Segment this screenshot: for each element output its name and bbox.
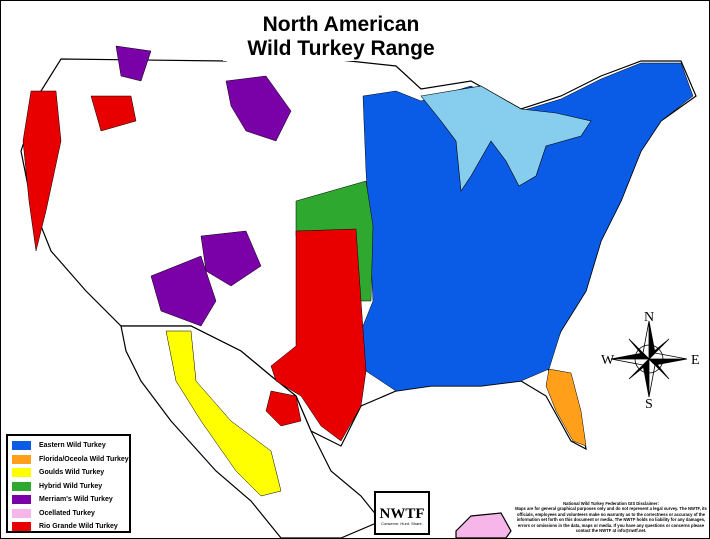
map-title: North American Wild Turkey Range — [223, 13, 459, 61]
region-eastern — [360, 62, 694, 392]
region-merriams-co — [200, 230, 262, 287]
legend-label: Ocellated Turkey — [39, 509, 95, 517]
legend-item-rio-grande: Rio Grande Wild Turkey — [12, 520, 125, 533]
legend-swatch — [12, 468, 31, 477]
legend-item-goulds: Goulds Wild Turkey — [12, 466, 125, 479]
legend: Eastern Wild Turkey Florida/Oceola Wild … — [6, 434, 131, 533]
gis-disclaimer: National Wild Turkey Federation GIS Disc… — [513, 501, 709, 533]
region-merriams-north — [225, 75, 292, 142]
title-line-2: Wild Turkey Range — [247, 37, 435, 60]
nwtf-logo: NWTF Conserve. Hunt. Share. — [374, 491, 430, 535]
compass-n: N — [644, 310, 654, 325]
region-merriams-nw — [115, 45, 152, 82]
title-line-1: North American — [262, 13, 420, 36]
legend-label: Merriam's Wild Turkey — [39, 496, 113, 503]
legend-swatch — [12, 441, 31, 450]
legend-item-florida: Florida/Oceola Wild Turkey — [12, 453, 129, 466]
legend-label: Eastern Wild Turkey — [39, 442, 106, 449]
compass-e: E — [691, 353, 700, 368]
region-goulds — [165, 330, 282, 497]
legend-label: Rio Grande Wild Turkey — [39, 523, 118, 530]
legend-item-merriams: Merriam's Wild Turkey — [12, 493, 125, 506]
legend-label: Florida/Oceola Wild Turkey — [39, 455, 129, 463]
legend-item-eastern: Eastern Wild Turkey — [12, 439, 125, 452]
disclaimer-body: Maps are for general graphical purposes … — [515, 506, 707, 534]
legend-label: Goulds Wild Turkey — [39, 469, 105, 476]
legend-swatch — [12, 481, 31, 491]
legend-item-hybrid: Hybrid Wild Turkey — [12, 480, 125, 493]
legend-swatch — [12, 522, 31, 531]
region-rio-grande-mexico — [265, 390, 302, 427]
legend-swatch — [12, 508, 31, 518]
region-ocellated — [455, 512, 512, 538]
region-merriams-sw — [150, 255, 217, 327]
legend-label: Hybrid Wild Turkey — [39, 482, 103, 490]
region-florida — [545, 368, 587, 447]
compass-rose-icon: N S E W — [601, 310, 700, 409]
logo-text: NWTF — [379, 506, 425, 522]
region-rio-grande — [270, 228, 367, 442]
compass-w: W — [601, 353, 615, 368]
legend-swatch — [12, 454, 31, 464]
legend-item-ocellated: Ocellated Turkey — [12, 507, 125, 520]
region-rio-grande-west — [22, 90, 62, 252]
region-rio-grande-nw — [90, 95, 137, 132]
compass-s: S — [645, 397, 653, 409]
logo-tagline: Conserve. Hunt. Share. — [381, 521, 423, 526]
great-lakes — [420, 85, 592, 192]
disclaimer-heading: National Wild Turkey Federation GIS Disc… — [563, 501, 659, 506]
legend-swatch — [12, 495, 31, 504]
